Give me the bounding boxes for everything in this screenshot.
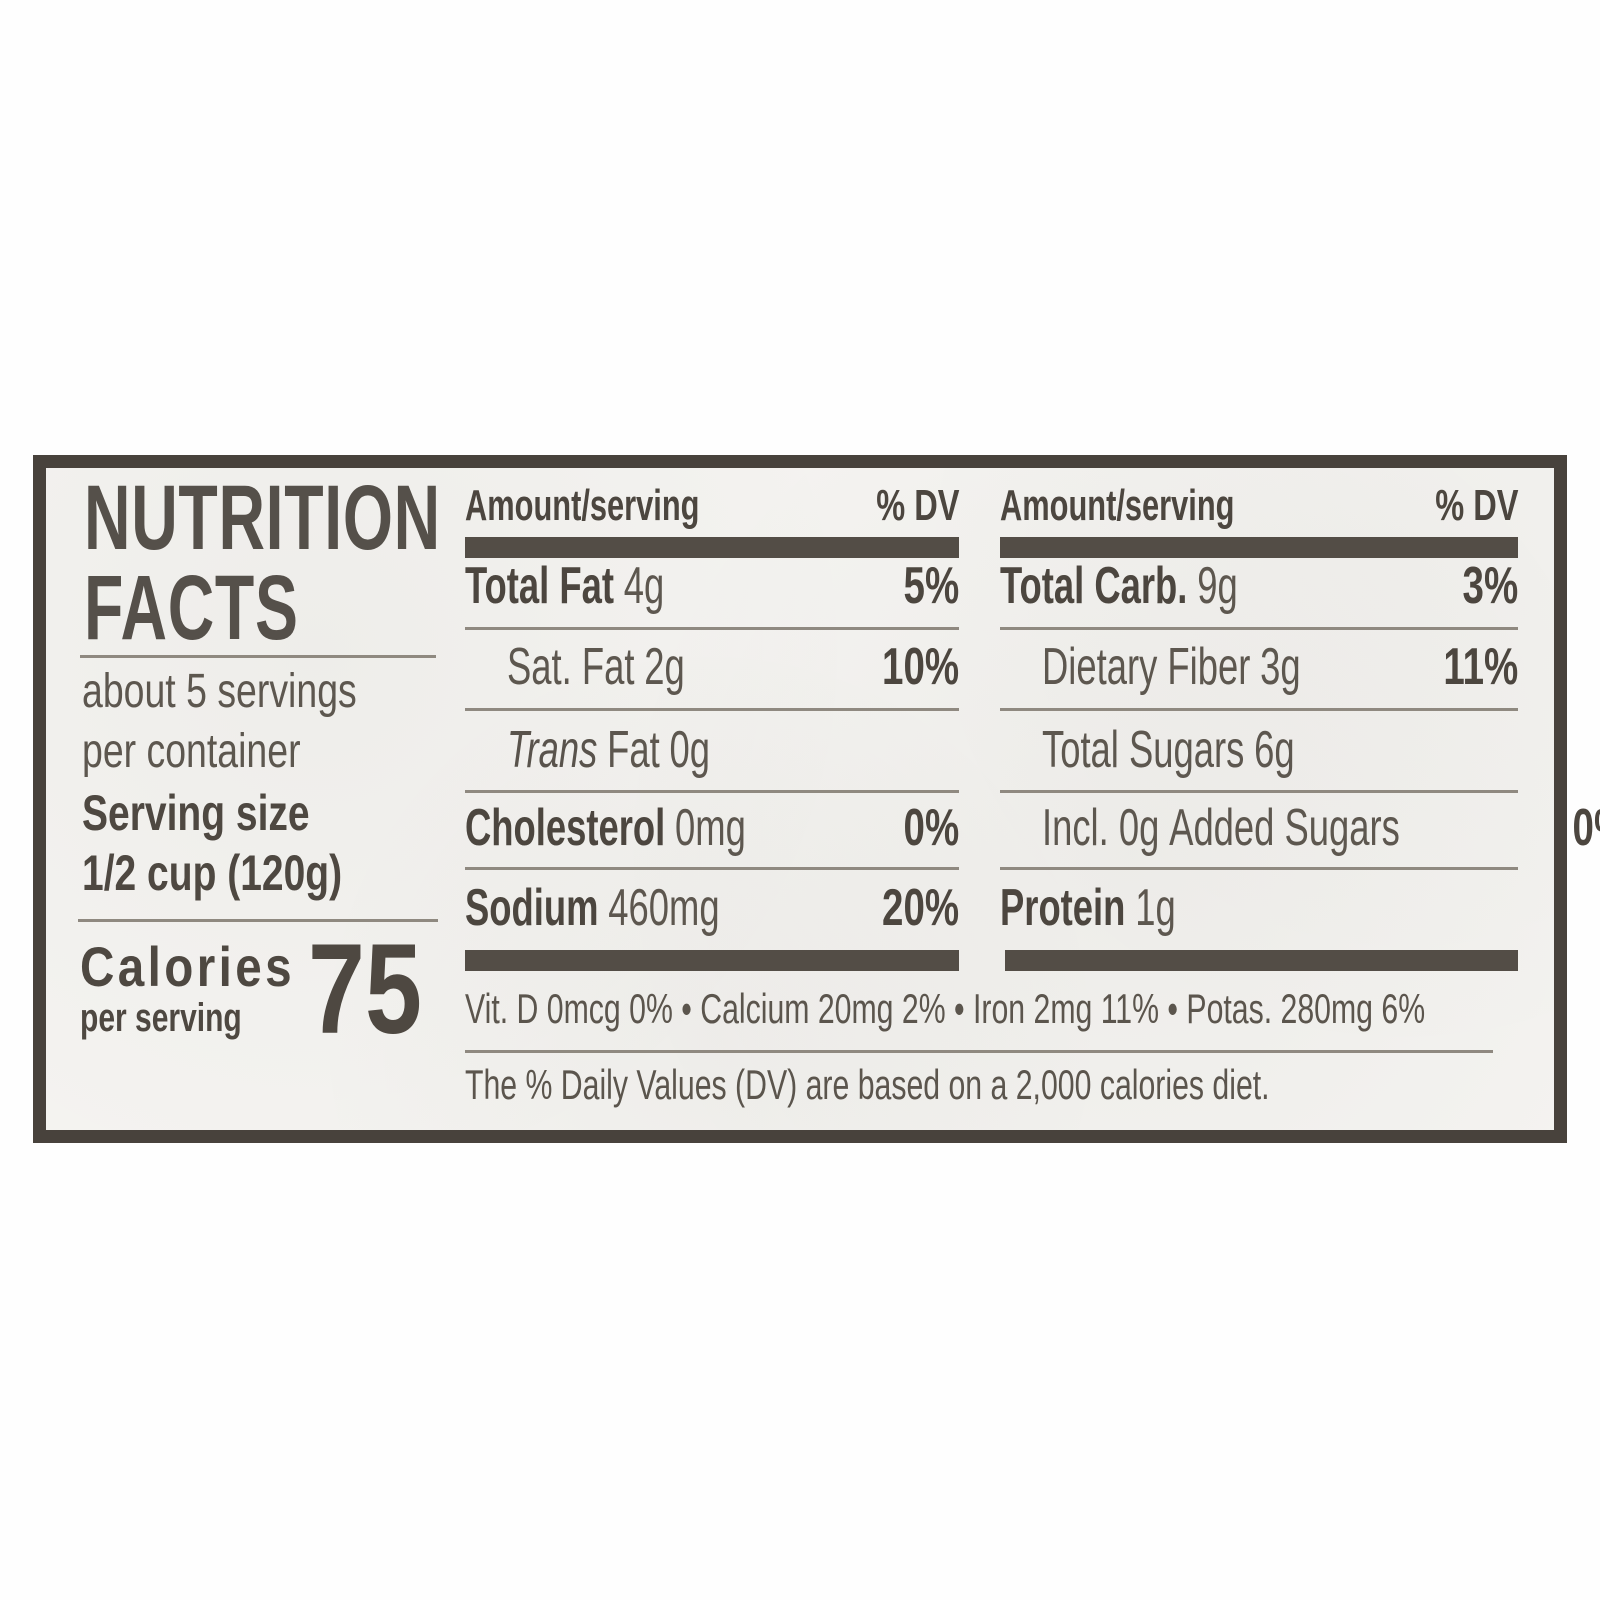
nutrient-amount: 1g	[1135, 879, 1176, 937]
nutrient-name: Incl. 0g	[1042, 799, 1160, 857]
nutrient-dv: 0%	[1572, 799, 1600, 857]
per-serving-word: per serving	[80, 996, 242, 1040]
calories-label: Calories	[80, 938, 333, 995]
calories-number: 75	[308, 918, 422, 1061]
serving-size-label-text: Serving size	[82, 785, 310, 841]
nutrient-name-italic: Trans	[507, 721, 598, 779]
middle-bottom-bar	[465, 950, 959, 971]
nutrient-amount: 0g	[669, 721, 711, 779]
middle-rule-3	[465, 790, 959, 793]
footnote-divider	[465, 1050, 1493, 1053]
serving-size-value: 1/2 cup (120g)	[82, 848, 415, 899]
middle-rule-1	[465, 627, 959, 630]
left-divider-under-title	[80, 655, 436, 658]
middle-column-header: Amount/serving % DV	[465, 481, 959, 531]
calories-sublabel: per serving	[80, 998, 296, 1039]
nutrient-amount: 9g	[1197, 557, 1238, 615]
label-title-line1: NUTRITION	[84, 467, 594, 569]
servings-per-container-line1: about 5 servings	[82, 665, 434, 718]
nutrient-dv: 5%	[903, 557, 959, 615]
micronutrients-text: Vit. D 0mcg 0% • Calcium 20mg 2% • Iron …	[465, 985, 1426, 1032]
nutrient-name: Sat. Fat	[507, 638, 635, 696]
left-divider-above-calories	[78, 919, 438, 922]
nutrient-name: Protein	[1000, 879, 1126, 937]
row-trans-fat: Trans Fat 0g	[465, 720, 959, 780]
serving-size-label: Serving size	[82, 788, 374, 839]
middle-header-bar	[465, 537, 959, 558]
title-text-1: NUTRITION	[84, 467, 441, 569]
row-total-carb: Total Carb. 9g 3%	[1000, 556, 1518, 616]
serving-size-value-text: 1/2 cup (120g)	[82, 845, 343, 901]
label-frame	[33, 455, 1567, 1143]
nutrient-amount: Added Sugars	[1169, 799, 1400, 857]
nutrient-amount: 460mg	[608, 879, 720, 937]
right-rule-2	[1000, 708, 1518, 711]
label-title-line2: FACTS	[84, 557, 391, 659]
row-total-sugars: Total Sugars 6g	[1000, 720, 1518, 780]
micronutrients-line: Vit. D 0mcg 0% • Calcium 20mg 2% • Iron …	[465, 985, 1600, 1032]
servings-text-1: about 5 servings	[82, 665, 357, 718]
right-rule-1	[1000, 627, 1518, 630]
calories-word: Calories	[80, 935, 296, 998]
middle-rule-4	[465, 867, 959, 870]
row-cholesterol: Cholesterol 0mg 0%	[465, 798, 959, 858]
dv-header: % DV	[1434, 481, 1518, 530]
footnote-text: The % Daily Values (DV) are based on a 2…	[465, 1061, 1270, 1108]
nutrient-name: Cholesterol	[465, 799, 666, 857]
row-added-sugars: Incl. 0g Added Sugars 0%	[1000, 798, 1600, 858]
right-rule-4	[1000, 867, 1518, 870]
row-sat-fat: Sat. Fat 2g 10%	[465, 637, 959, 697]
right-bottom-bar	[1005, 950, 1518, 971]
nutrient-name: Dietary Fiber	[1042, 638, 1251, 696]
amount-serving-header: Amount/serving	[465, 481, 700, 530]
row-protein: Protein 1g	[1000, 878, 1518, 938]
nutrient-dv: 0%	[903, 799, 959, 857]
title-text-2: FACTS	[84, 557, 299, 659]
nutrient-name: Fat	[607, 721, 660, 779]
nutrient-name: Total Fat	[465, 557, 614, 615]
nutrient-name: Total Sugars	[1042, 721, 1245, 779]
servings-text-2: per container	[82, 725, 301, 778]
nutrient-amount: 4g	[623, 557, 665, 615]
amount-serving-header: Amount/serving	[1000, 481, 1235, 530]
middle-rule-2	[465, 708, 959, 711]
right-column-header: Amount/serving % DV	[1000, 481, 1518, 531]
row-total-fat: Total Fat 4g 5%	[465, 556, 959, 616]
nutrient-dv: 3%	[1462, 557, 1518, 615]
row-dietary-fiber: Dietary Fiber 3g 11%	[1000, 637, 1518, 697]
footnote-line: The % Daily Values (DV) are based on a 2…	[465, 1061, 1582, 1108]
right-header-bar	[1000, 537, 1518, 558]
nutrient-dv: 10%	[881, 638, 959, 696]
dv-header: % DV	[875, 481, 959, 530]
row-sodium: Sodium 460mg 20%	[465, 878, 959, 938]
nutrient-amount: 6g	[1254, 721, 1295, 779]
nutrient-name: Total Carb.	[1000, 557, 1188, 615]
nutrient-amount: 3g	[1260, 638, 1301, 696]
nutrient-amount: 0mg	[675, 799, 746, 857]
calories-value: 75	[308, 918, 450, 1061]
nutrient-amount: 2g	[644, 638, 685, 696]
nutrient-dv: 20%	[881, 879, 959, 937]
servings-per-container-line2: per container	[82, 725, 362, 778]
nutrient-name: Sodium	[465, 879, 599, 937]
nutrient-dv: 11%	[1443, 638, 1518, 696]
right-rule-3	[1000, 790, 1518, 793]
